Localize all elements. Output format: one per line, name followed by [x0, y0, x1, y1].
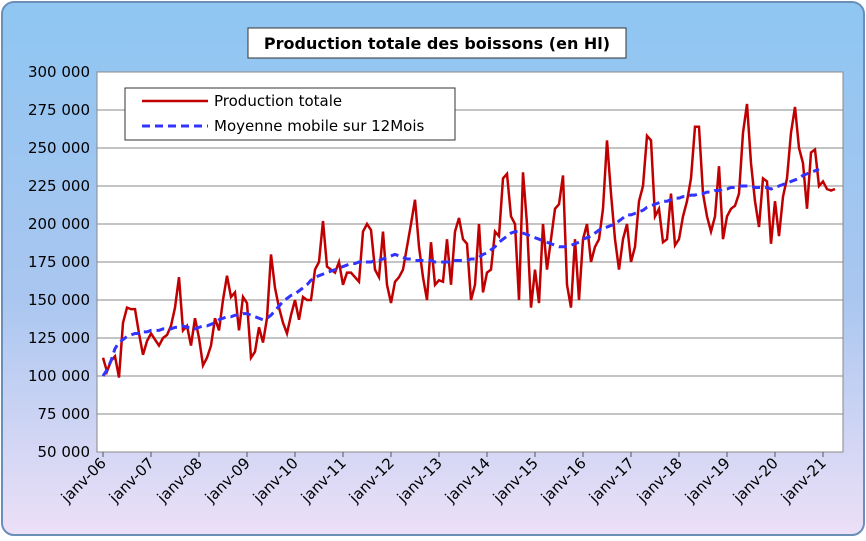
- legend-label: Moyenne mobile sur 12Mois: [214, 117, 425, 135]
- chart-title: Production totale des boissons (en Hl): [264, 34, 610, 53]
- legend-label: Production totale: [214, 92, 342, 110]
- y-tick-label: 100 000: [28, 367, 90, 385]
- y-tick-label: 200 000: [28, 215, 90, 233]
- y-tick-label: 300 000: [28, 63, 90, 81]
- series-line: [101, 167, 820, 377]
- y-tick-label: 250 000: [28, 139, 90, 157]
- y-tick-label: 75 000: [38, 405, 91, 423]
- y-tick-label: 175 000: [28, 253, 90, 271]
- y-tick-label: 275 000: [28, 101, 90, 119]
- title-box: [247, 27, 627, 59]
- y-tick-label: 50 000: [38, 443, 91, 461]
- series-line: [101, 103, 836, 378]
- y-tick-label: 125 000: [28, 329, 90, 347]
- legend: [124, 87, 456, 141]
- y-tick-label: 225 000: [28, 177, 90, 195]
- y-tick-label: 150 000: [28, 291, 90, 309]
